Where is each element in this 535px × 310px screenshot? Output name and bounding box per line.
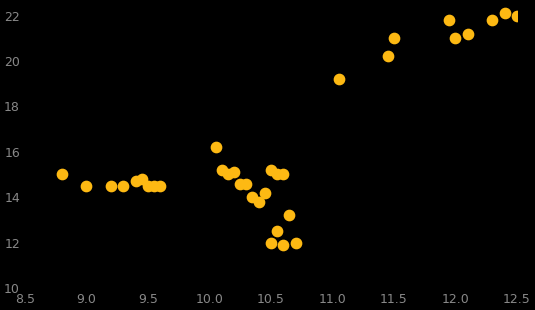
Point (143, 183, 152, 188)
Point (279, 172, 287, 177)
Point (273, 172, 281, 177)
Point (106, 183, 115, 188)
Point (248, 195, 257, 200)
Point (266, 167, 275, 172)
Point (266, 240, 275, 245)
Point (236, 181, 244, 186)
Point (58, 172, 66, 177)
Point (254, 199, 263, 204)
Point (279, 242, 287, 247)
Point (150, 183, 158, 188)
Point (500, 11, 509, 16)
Point (334, 77, 343, 82)
Point (513, 13, 521, 18)
Point (261, 190, 269, 195)
Point (445, 18, 454, 23)
Point (224, 172, 232, 177)
Point (217, 167, 226, 172)
Point (384, 54, 392, 59)
Point (82, 183, 91, 188)
Point (131, 179, 140, 184)
Point (389, 36, 398, 41)
Point (451, 36, 460, 41)
Point (242, 181, 250, 186)
Point (463, 31, 472, 36)
Point (291, 240, 300, 245)
Point (273, 229, 281, 234)
Point (285, 213, 294, 218)
Point (137, 176, 146, 181)
Point (119, 183, 127, 188)
Point (488, 18, 496, 23)
Point (230, 170, 238, 175)
Point (211, 145, 220, 150)
Point (156, 183, 164, 188)
